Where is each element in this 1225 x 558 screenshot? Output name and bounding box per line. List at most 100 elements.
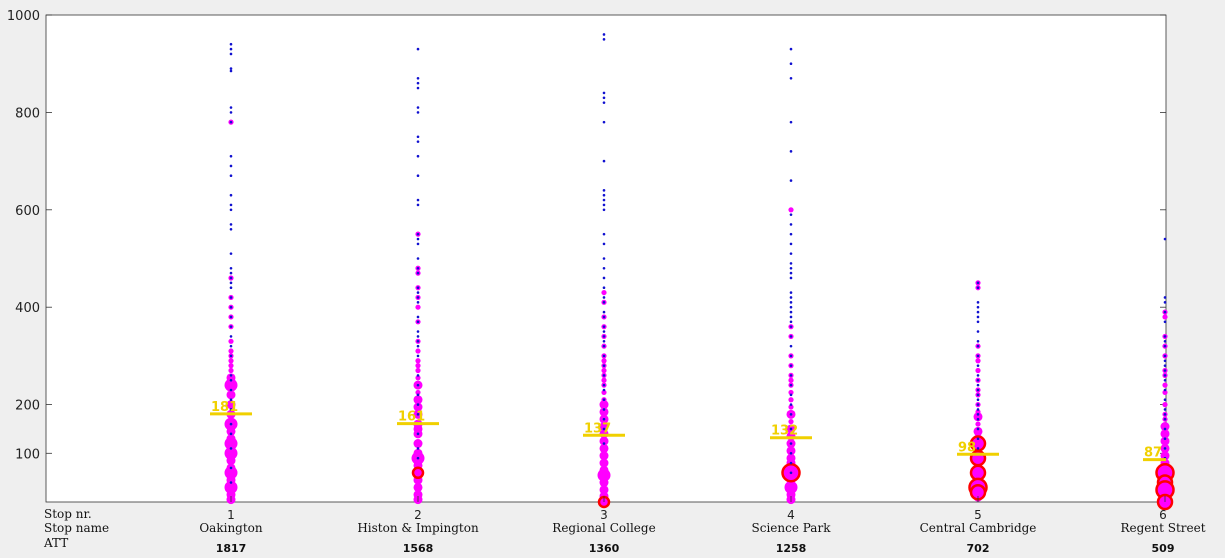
magenta-point xyxy=(975,367,981,374)
y-tick-label: 400 xyxy=(15,301,40,316)
stop-name-label: Histon & Impington xyxy=(357,521,479,535)
magenta-point xyxy=(226,390,236,400)
magenta-point xyxy=(224,480,238,494)
blue-point xyxy=(976,413,980,416)
blue-point xyxy=(416,174,420,178)
blue-point xyxy=(789,427,793,431)
magenta-point xyxy=(786,446,796,456)
blue-point xyxy=(789,393,793,397)
magenta-point xyxy=(599,407,609,417)
stop-number-label: 6 xyxy=(1159,508,1167,522)
magenta-point xyxy=(975,421,981,427)
magenta-point xyxy=(413,439,423,449)
blue-point xyxy=(1163,354,1167,358)
blue-point xyxy=(602,383,606,387)
y-tick-label: 100 xyxy=(15,447,40,462)
blue-point xyxy=(602,339,606,343)
blue-point xyxy=(229,154,233,158)
blue-point xyxy=(416,447,420,450)
stop-name-label: Science Park xyxy=(752,521,832,535)
blue-point xyxy=(789,150,793,153)
magenta-point xyxy=(413,402,423,412)
blue-point xyxy=(416,266,420,270)
stop-name-label: Regional College xyxy=(552,521,655,535)
magenta-point xyxy=(788,419,794,425)
blue-point xyxy=(976,286,980,290)
att-label: 1817 xyxy=(216,542,247,555)
blue-point xyxy=(416,106,420,109)
blue-point xyxy=(602,417,606,421)
blue-point xyxy=(789,62,793,65)
median-label: 161 xyxy=(398,410,425,425)
magenta-point xyxy=(599,400,609,410)
blue-point xyxy=(789,266,793,270)
blue-point xyxy=(976,427,980,431)
blue-point xyxy=(602,408,606,411)
blue-point xyxy=(229,271,233,275)
blue-point xyxy=(976,301,980,304)
y-tick-label: 800 xyxy=(15,106,40,121)
att-label: 1568 xyxy=(403,542,434,555)
blue-point xyxy=(789,179,793,182)
blue-point xyxy=(602,354,606,358)
blue-point xyxy=(229,111,233,114)
blue-point xyxy=(416,198,420,202)
blue-point xyxy=(976,393,980,397)
blue-point xyxy=(789,296,793,299)
blue-point xyxy=(789,364,793,367)
median-label: 181 xyxy=(211,400,238,415)
magenta-point xyxy=(1162,382,1168,388)
blue-point xyxy=(229,120,233,124)
stop-number-label: 2 xyxy=(414,508,422,522)
blue-point xyxy=(229,286,233,290)
blue-point xyxy=(416,111,420,114)
median-label: 98 xyxy=(958,440,976,455)
blue-point xyxy=(602,198,606,202)
blue-point xyxy=(976,281,980,285)
magenta-point xyxy=(599,485,609,495)
blue-point xyxy=(789,383,793,387)
stop-number-label: 5 xyxy=(974,508,982,522)
blue-point xyxy=(416,291,420,294)
median-label: 132 xyxy=(771,424,798,439)
blue-point xyxy=(229,227,233,231)
blue-point xyxy=(229,174,233,178)
blue-point xyxy=(602,374,606,377)
magenta-point xyxy=(601,389,607,396)
blue-point xyxy=(789,442,793,445)
blue-point xyxy=(789,213,793,216)
blue-point xyxy=(602,398,606,402)
blue-point xyxy=(416,271,420,275)
blue-point xyxy=(976,330,980,333)
blue-point xyxy=(229,344,233,348)
blue-point xyxy=(416,383,420,387)
blue-point xyxy=(602,276,606,280)
blue-point xyxy=(1163,408,1167,411)
blue-point xyxy=(789,301,793,304)
blue-point xyxy=(1163,301,1167,304)
blue-point xyxy=(1163,310,1167,314)
magenta-point xyxy=(226,456,236,466)
blue-point xyxy=(976,305,980,309)
blue-point xyxy=(229,203,233,207)
att-label: 1360 xyxy=(589,542,620,555)
blue-point xyxy=(976,383,980,387)
blue-point xyxy=(416,237,420,241)
blue-point xyxy=(229,223,233,226)
blue-point xyxy=(229,47,233,51)
blue-point xyxy=(1163,427,1167,431)
magenta-point xyxy=(975,358,981,364)
blue-point xyxy=(789,223,793,226)
row-title-stop-name: Stop name xyxy=(44,521,109,535)
blue-point xyxy=(229,296,233,299)
median-lines: 181 161 137 132 98 87 xyxy=(210,400,1166,462)
blue-point xyxy=(416,232,420,236)
magenta-point xyxy=(788,397,794,403)
blue-point xyxy=(602,203,606,207)
red-point xyxy=(411,466,425,480)
blue-point xyxy=(229,164,233,168)
blue-point xyxy=(229,378,233,382)
blue-point xyxy=(976,315,980,319)
stop-name-label: Regent Street xyxy=(1120,521,1205,535)
magenta-point xyxy=(228,367,234,374)
